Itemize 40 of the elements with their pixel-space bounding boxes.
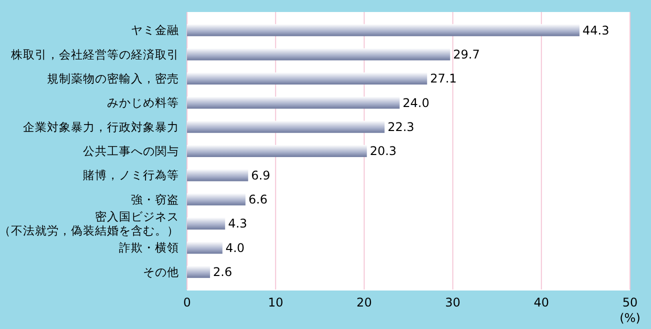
y-tick-label: 企業対象暴力，行政対象暴力 [23, 120, 179, 134]
bar [187, 193, 246, 206]
x-axis-title: (%) [620, 311, 640, 325]
data-label: 4.3 [228, 216, 248, 231]
bar [187, 48, 450, 60]
y-tick-label: 株取引，会社経営等の経済取引 [10, 47, 179, 62]
bar [187, 242, 222, 254]
y-tick-label: 公共工事への関与 [83, 144, 179, 158]
bar [187, 266, 210, 278]
data-label: 44.3 [582, 23, 610, 38]
x-tick-label: 20 [356, 296, 372, 310]
data-label: 2.6 [213, 265, 232, 280]
data-label: 6.9 [251, 168, 270, 182]
x-tick-label: 10 [268, 296, 284, 310]
bar [187, 217, 226, 230]
data-label: 4.0 [225, 240, 245, 255]
x-tick-label: 0 [183, 296, 191, 310]
bar [187, 120, 385, 133]
x-tick-label: 40 [534, 296, 550, 310]
y-tick-label: みかじめ料等 [107, 96, 179, 110]
data-label: 29.7 [453, 48, 480, 62]
bar [187, 169, 248, 182]
y-tick-label: 強・窃盗 [131, 192, 179, 206]
y-tick-label: ヤミ金融 [131, 23, 179, 38]
y-tick-label: その他 [143, 264, 179, 279]
y-tick-label: 規制薬物の密輸入，密売 [47, 72, 179, 86]
y-tick-label: 密入国ビジネス（不法就労，偽装結婚を含む。） [0, 210, 179, 238]
bar [187, 144, 367, 158]
data-label: 27.1 [430, 72, 457, 86]
y-tick-label: 賭博，ノミ行為等 [83, 168, 179, 182]
data-label: 6.6 [248, 192, 268, 207]
data-label: 20.3 [370, 144, 397, 158]
data-label: 22.3 [388, 120, 414, 134]
bar [187, 96, 400, 109]
x-tick-label: 30 [445, 296, 460, 310]
y-tick-label: 詐欺・横領 [119, 240, 179, 255]
x-tick-label: 50 [622, 296, 638, 310]
bar [187, 72, 428, 85]
data-label: 24.0 [402, 96, 430, 110]
bar [187, 24, 580, 36]
